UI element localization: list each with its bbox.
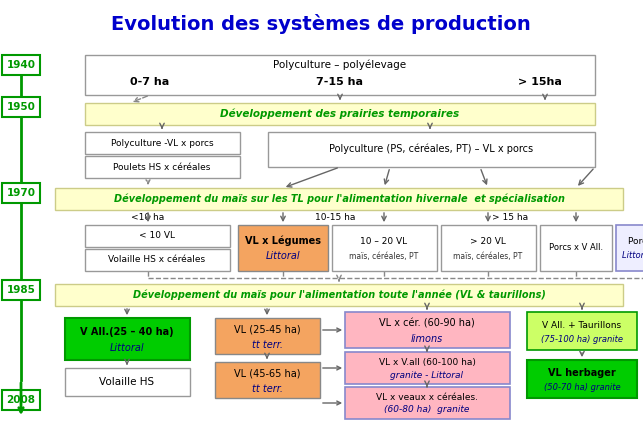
Text: V All.(25 – 40 ha): V All.(25 – 40 ha) bbox=[80, 327, 174, 337]
Bar bbox=[85, 249, 230, 271]
Bar bbox=[85, 55, 595, 95]
Text: > 15 ha: > 15 ha bbox=[492, 213, 528, 223]
Bar bbox=[527, 360, 637, 398]
Text: Evolution des systèmes de production: Evolution des systèmes de production bbox=[111, 14, 531, 34]
Bar bbox=[2, 55, 40, 75]
Text: Polyculture -VL x porcs: Polyculture -VL x porcs bbox=[111, 139, 213, 147]
Text: 10-15 ha: 10-15 ha bbox=[315, 213, 355, 223]
Text: 7-15 ha: 7-15 ha bbox=[316, 77, 363, 87]
Text: Porcs x cult.: Porcs x cult. bbox=[628, 236, 643, 246]
Text: Littoral+ limons: Littoral+ limons bbox=[622, 252, 643, 260]
Bar bbox=[2, 390, 40, 410]
Text: Littoral: Littoral bbox=[110, 343, 144, 353]
Text: VL (25-45 ha): VL (25-45 ha) bbox=[233, 325, 300, 335]
Text: (50-70 ha) granite: (50-70 ha) granite bbox=[544, 384, 620, 392]
Bar bbox=[2, 280, 40, 300]
Text: tt terr.: tt terr. bbox=[251, 384, 282, 394]
Bar bbox=[345, 352, 510, 384]
Bar bbox=[85, 103, 595, 125]
Bar bbox=[85, 225, 230, 247]
Bar bbox=[616, 225, 643, 271]
Text: Porcs x V All.: Porcs x V All. bbox=[549, 243, 603, 253]
Text: 1985: 1985 bbox=[6, 285, 35, 295]
Text: Développement du maïs sur les TL pour l'alimentation hivernale  et spécialisatio: Développement du maïs sur les TL pour l'… bbox=[114, 194, 565, 204]
Text: 0-7 ha: 0-7 ha bbox=[131, 77, 170, 87]
Bar bbox=[55, 188, 623, 210]
Text: > 20 VL: > 20 VL bbox=[470, 236, 506, 246]
Bar bbox=[238, 225, 328, 271]
Text: granite - Littoral: granite - Littoral bbox=[390, 370, 464, 379]
Bar bbox=[268, 132, 595, 167]
Bar bbox=[215, 318, 320, 354]
Text: VL herbager: VL herbager bbox=[548, 368, 616, 378]
Text: < 10 VL: < 10 VL bbox=[139, 231, 175, 241]
Text: Développement du maïs pour l'alimentation toute l'année (VL & taurillons): Développement du maïs pour l'alimentatio… bbox=[132, 290, 545, 300]
Text: > 15ha: > 15ha bbox=[518, 77, 562, 87]
Text: maïs, céréales, PT: maïs, céréales, PT bbox=[349, 252, 419, 260]
Bar bbox=[345, 312, 510, 348]
Text: Polyculture (PS, céréales, PT) – VL x porcs: Polyculture (PS, céréales, PT) – VL x po… bbox=[329, 144, 533, 154]
Text: VL x Légumes: VL x Légumes bbox=[245, 236, 321, 246]
Bar bbox=[332, 225, 437, 271]
Text: Volaille HS: Volaille HS bbox=[100, 377, 154, 387]
Text: <10 ha: <10 ha bbox=[131, 213, 165, 223]
Bar bbox=[215, 362, 320, 398]
Bar bbox=[345, 387, 510, 419]
Bar bbox=[2, 183, 40, 203]
Bar bbox=[2, 97, 40, 117]
Bar bbox=[85, 132, 240, 154]
Bar bbox=[65, 368, 190, 396]
Text: Volaille HS x céréales: Volaille HS x céréales bbox=[109, 256, 206, 264]
Bar bbox=[55, 284, 623, 306]
Text: Polyculture – polyélevage: Polyculture – polyélevage bbox=[273, 60, 406, 70]
Text: 1940: 1940 bbox=[6, 60, 35, 70]
Bar bbox=[540, 225, 612, 271]
Text: (75-100 ha) granite: (75-100 ha) granite bbox=[541, 334, 623, 344]
Text: VL (45-65 ha): VL (45-65 ha) bbox=[234, 369, 300, 379]
Text: Littoral: Littoral bbox=[266, 251, 300, 261]
Text: tt terr.: tt terr. bbox=[251, 340, 282, 350]
Text: 2008: 2008 bbox=[6, 395, 35, 405]
Text: VL x veaux x céréales.: VL x veaux x céréales. bbox=[376, 392, 478, 401]
Text: Développement des prairies temporaires: Développement des prairies temporaires bbox=[221, 109, 460, 119]
Text: Poulets HS x céréales: Poulets HS x céréales bbox=[113, 162, 211, 172]
Text: limons: limons bbox=[411, 334, 443, 344]
Text: VL x V.all (60-100 ha): VL x V.all (60-100 ha) bbox=[379, 357, 475, 367]
Bar bbox=[65, 318, 190, 360]
Bar bbox=[441, 225, 536, 271]
Text: V All. + Taurillons: V All. + Taurillons bbox=[543, 320, 622, 330]
Text: 1970: 1970 bbox=[6, 188, 35, 198]
Text: (60-80 ha)  granite: (60-80 ha) granite bbox=[385, 406, 469, 414]
Text: 1950: 1950 bbox=[6, 102, 35, 112]
Text: 10 – 20 VL: 10 – 20 VL bbox=[361, 236, 408, 246]
Bar bbox=[85, 156, 240, 178]
Text: VL x cér. (60-90 ha): VL x cér. (60-90 ha) bbox=[379, 319, 475, 329]
Text: maïs, céréales, PT: maïs, céréales, PT bbox=[453, 252, 523, 260]
Bar bbox=[527, 312, 637, 350]
